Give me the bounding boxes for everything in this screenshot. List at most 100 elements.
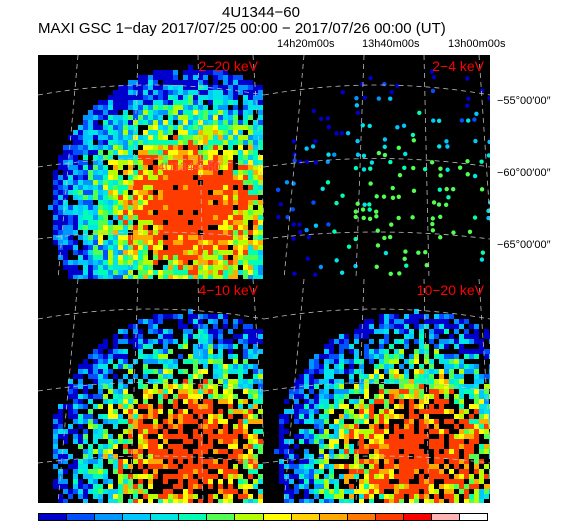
- sky-pixel: [203, 75, 208, 80]
- sky-pixel: [118, 489, 123, 494]
- sky-pixel: [83, 230, 88, 235]
- sky-pixel: [399, 384, 404, 389]
- sky-pixel: [148, 479, 153, 484]
- sky-pixel: [123, 180, 128, 185]
- sky-pixel: [68, 230, 73, 235]
- sky-pixel: [339, 399, 344, 404]
- sky-pixel: [178, 200, 183, 205]
- sky-pixel: [153, 90, 158, 95]
- sky-pixel: [258, 265, 263, 270]
- sky-pixel: [289, 459, 294, 464]
- band-label-10-20kev: 10−20 keV: [416, 282, 484, 298]
- sky-pixel: [178, 130, 183, 135]
- sky-pixel: [213, 230, 218, 235]
- sky-pixel: [324, 404, 329, 409]
- sky-pixel: [153, 230, 158, 235]
- sky-pixel: [83, 464, 88, 469]
- sky-pixel: [404, 449, 409, 454]
- sky-pixel: [148, 444, 153, 449]
- sky-pixel: [459, 389, 464, 394]
- sky-pixel: [118, 155, 123, 160]
- sky-pixel: [434, 379, 439, 384]
- sky-pixel: [479, 404, 484, 409]
- sky-pixel: [258, 130, 263, 135]
- sky-pixel: [93, 220, 98, 225]
- sky-pixel: [173, 80, 178, 85]
- sky-pixel: [379, 444, 384, 449]
- sky-pixel: [83, 130, 88, 135]
- sky-pixel: [218, 95, 223, 100]
- sky-pixel: [218, 359, 223, 364]
- sky-pixel: [304, 434, 309, 439]
- sky-pixel: [53, 429, 58, 434]
- sky-pixel: [73, 140, 78, 145]
- sky-pixel: [128, 150, 133, 155]
- sky-pixel: [304, 409, 309, 414]
- sky-pixel: [138, 255, 143, 260]
- sky-pixel: [98, 444, 103, 449]
- sky-pixel: [489, 444, 490, 449]
- sky-pixel: [364, 379, 369, 384]
- sky-pixel: [213, 270, 218, 275]
- sky-pixel: [304, 494, 309, 499]
- sky-pixel: [158, 424, 163, 429]
- sky-pixel: [486, 215, 490, 221]
- sky-pixel: [304, 459, 309, 464]
- sky-pixel: [183, 434, 188, 439]
- sky-pixel: [108, 275, 113, 279]
- sky-pixel: [248, 160, 253, 165]
- sky-pixel: [98, 359, 103, 364]
- sky-pixel: [58, 454, 63, 459]
- sky-pixel: [203, 250, 208, 255]
- sky-pixel: [324, 464, 329, 469]
- sky-pixel: [138, 444, 143, 449]
- sky-pixel: [469, 404, 474, 409]
- sky-pixel: [389, 354, 394, 359]
- sky-pixel: [243, 384, 248, 389]
- sky-pixel: [304, 384, 309, 389]
- sky-pixel: [429, 444, 434, 449]
- sky-pixel: [163, 205, 168, 210]
- sky-pixel: [228, 484, 233, 489]
- sky-pixel: [223, 180, 228, 185]
- sky-pixel: [233, 190, 238, 195]
- sky-pixel: [163, 429, 168, 434]
- sky-pixel: [389, 369, 394, 374]
- sky-pixel: [434, 394, 439, 399]
- sky-pixel: [198, 459, 203, 464]
- sky-pixel: [203, 260, 208, 265]
- sky-pixel: [103, 474, 108, 479]
- sky-pixel: [449, 359, 454, 364]
- sky-pixel: [208, 474, 213, 479]
- sky-pixel: [133, 80, 138, 85]
- sky-pixel: [88, 444, 93, 449]
- colorbar-segment: [95, 514, 124, 520]
- sky-pixel: [158, 185, 163, 190]
- sky-pixel: [78, 250, 83, 255]
- sky-pixel: [58, 414, 63, 419]
- sky-pixel: [188, 210, 193, 215]
- sky-pixel: [394, 354, 399, 359]
- sky-pixel: [218, 210, 223, 215]
- sky-pixel: [434, 399, 439, 404]
- sky-pixel: [188, 160, 193, 165]
- sky-pixel: [98, 404, 103, 409]
- sky-pixel: [429, 374, 434, 379]
- sky-pixel: [213, 140, 218, 145]
- sky-pixel: [163, 75, 168, 80]
- sky-pixel: [304, 489, 309, 494]
- sky-pixel: [83, 384, 88, 389]
- sky-pixel: [359, 459, 364, 464]
- sky-pixel: [183, 270, 188, 275]
- sky-pixel: [148, 379, 153, 384]
- sky-pixel: [98, 374, 103, 379]
- sky-pixel: [223, 499, 228, 503]
- coordinate-grid-line: [264, 231, 490, 240]
- sky-pixel: [108, 125, 113, 130]
- sky-pixel: [359, 324, 364, 329]
- sky-pixel: [243, 260, 248, 265]
- sky-pixel: [444, 359, 449, 364]
- sky-pixel: [93, 205, 98, 210]
- sky-pixel: [193, 255, 198, 260]
- sky-pixel: [314, 489, 319, 494]
